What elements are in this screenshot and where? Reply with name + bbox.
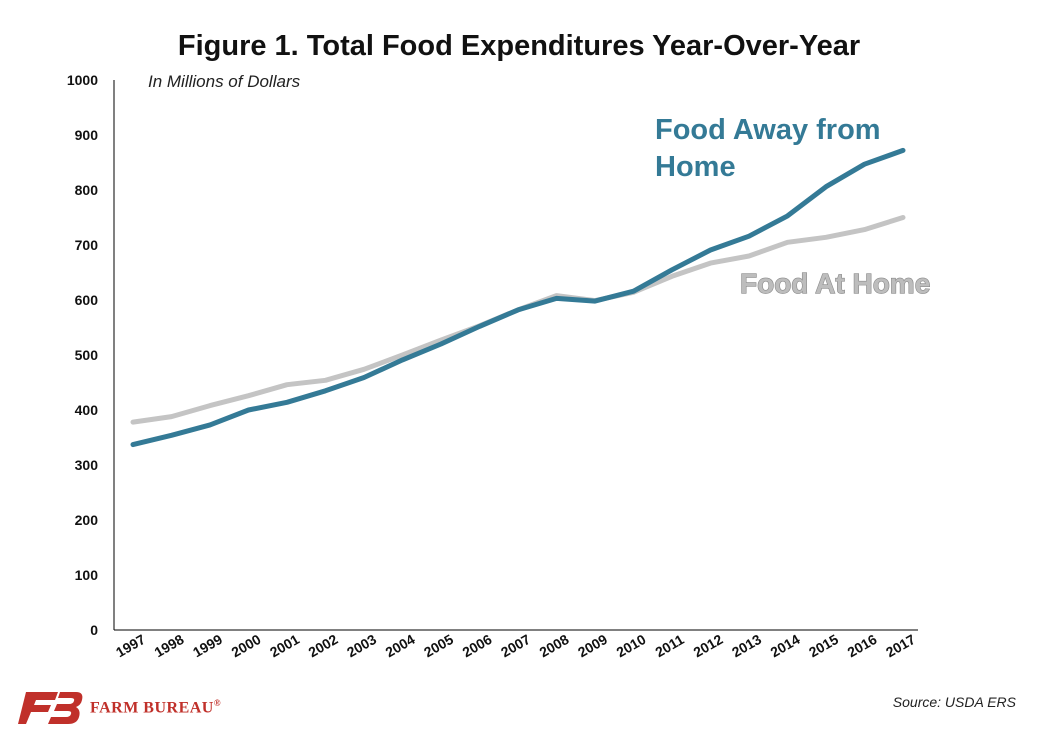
x-tick-label: 2013 [729, 631, 764, 661]
logo-registered-mark: ® [213, 698, 222, 709]
x-tick-label: 2008 [537, 631, 572, 661]
y-tick-label: 600 [75, 292, 99, 308]
x-tick-label: 2006 [460, 631, 495, 661]
x-tick-label: 2002 [306, 631, 341, 661]
x-tick-label: 2017 [883, 631, 918, 661]
y-tick-label: 0 [90, 622, 98, 638]
x-tick-label: 2011 [652, 631, 686, 660]
farm-bureau-wordmark: FARM BUREAU® [90, 698, 221, 717]
x-tick-label: 2000 [229, 631, 264, 661]
x-tick-label: 2005 [421, 631, 456, 661]
y-tick-label: 1000 [67, 72, 98, 88]
x-tick-label: 1997 [113, 631, 148, 661]
series-label-food-at-home: Food At Home [740, 268, 930, 299]
source-note: Source: USDA ERS [892, 694, 1016, 710]
y-tick-label: 800 [75, 182, 99, 198]
chart-title: Figure 1. Total Food Expenditures Year-O… [177, 30, 861, 62]
series-line-0 [130, 215, 906, 425]
series-label-food-away-line1: Food Away from [655, 114, 881, 146]
series-label-food-away-line2: Home [655, 151, 736, 183]
x-tick-label: 2010 [614, 631, 649, 661]
x-tick-label: 2014 [768, 631, 803, 661]
logo-text: FARM BUREAU [90, 699, 214, 717]
x-tick-label: 2015 [806, 631, 841, 661]
y-tick-label: 300 [75, 457, 99, 473]
y-tick-label: 700 [75, 237, 99, 253]
y-tick-label: 500 [75, 347, 99, 363]
y-tick-label: 200 [75, 512, 99, 528]
x-tick-label: 2016 [845, 631, 880, 661]
farm-bureau-logo: FARM BUREAU® [18, 690, 221, 726]
farm-bureau-fb-icon [18, 692, 83, 724]
x-tick-label: 2007 [498, 631, 533, 661]
chart-subtitle: In Millions of Dollars [148, 72, 301, 91]
series-line-1 [130, 147, 906, 448]
x-tick-label: 1999 [190, 631, 225, 661]
y-tick-label: 100 [75, 567, 99, 583]
x-tick-label: 2001 [267, 631, 302, 661]
x-tick-label: 2012 [691, 631, 726, 661]
x-tick-label: 2004 [383, 631, 418, 661]
y-tick-label: 400 [75, 402, 99, 418]
x-tick-label: 1998 [152, 631, 187, 661]
y-tick-label: 900 [75, 127, 99, 143]
x-tick-label: 2003 [344, 631, 379, 661]
x-tick-label: 2009 [575, 631, 610, 661]
